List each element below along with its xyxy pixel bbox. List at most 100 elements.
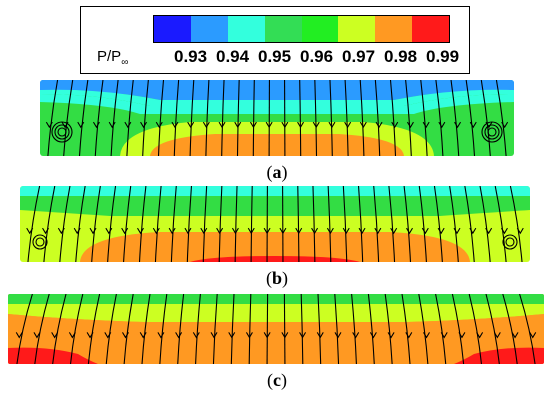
streamline-arrow: [390, 227, 398, 235]
streamline: [75, 186, 86, 262]
streamline-arrow: [440, 332, 448, 339]
streamline: [509, 186, 523, 262]
streamline-arrow: [249, 121, 257, 129]
streamline: [389, 80, 397, 156]
streamline: [230, 294, 235, 364]
streamline-arrow: [493, 332, 501, 339]
streamline: [248, 294, 252, 364]
streamline-arrow: [155, 121, 163, 129]
streamline: [110, 80, 119, 156]
streamline: [43, 186, 56, 262]
streamline: [283, 294, 286, 364]
streamline: [170, 186, 177, 262]
streamline: [435, 294, 447, 364]
legend-swatch: [301, 16, 339, 42]
streamline-arrow: [511, 332, 519, 339]
streamline-arrow: [228, 332, 236, 339]
streamline: [189, 80, 195, 156]
streamline: [63, 80, 74, 156]
streamline: [502, 294, 518, 364]
legend-swatch: [338, 16, 376, 42]
streamline-arrow: [68, 332, 76, 339]
streamline: [479, 186, 491, 262]
streamline: [107, 186, 117, 262]
legend-value: 0.95: [258, 47, 292, 66]
streamline-arrow: [218, 121, 226, 129]
legend-value: 0.93: [174, 47, 208, 66]
streamline-arrow: [369, 332, 377, 339]
streamline-arrow: [45, 121, 53, 129]
streamline-arrow: [453, 227, 461, 235]
streamline-arrow: [501, 121, 509, 129]
streamline: [252, 80, 255, 156]
streamline-arrow: [86, 332, 94, 339]
legend-values: 0.93 0.94 0.95 0.96 0.97 0.98 0.99: [174, 47, 468, 67]
legend-swatch: [227, 16, 265, 42]
streamline: [221, 80, 225, 156]
legend-title: P/P∞: [97, 48, 129, 68]
streamline: [236, 80, 240, 156]
streamline: [342, 186, 348, 262]
streamline: [218, 186, 223, 262]
streamline: [494, 186, 507, 262]
streamline: [314, 80, 318, 156]
streamline-arrow: [406, 121, 414, 129]
streamline-arrow: [137, 227, 144, 235]
streamline-arrow: [157, 332, 165, 339]
streamline-arrow: [469, 227, 477, 235]
streamline: [123, 294, 134, 364]
streamline-arrow: [458, 332, 466, 339]
streamline: [418, 294, 429, 364]
streamline-arrow: [139, 332, 147, 339]
panel-a-caption: (a): [266, 162, 288, 182]
streamline-arrow: [42, 227, 50, 235]
streamline-arrow: [516, 227, 524, 235]
streamline-arrow: [57, 227, 65, 235]
streamline: [173, 80, 180, 156]
streamline: [299, 80, 302, 156]
streamline-arrow: [171, 121, 179, 129]
streamline-arrow: [279, 227, 287, 235]
legend-swatch: [375, 16, 413, 42]
streamline-arrow: [140, 121, 148, 129]
streamline-arrow: [344, 121, 352, 129]
streamline: [195, 294, 201, 364]
streamline-arrow: [231, 227, 239, 235]
streamline: [34, 294, 50, 364]
streamline: [329, 80, 333, 156]
streamline: [351, 294, 357, 364]
streamline-arrow: [281, 121, 289, 129]
streamline: [519, 294, 536, 364]
streamline: [317, 294, 322, 364]
streamline: [357, 186, 364, 262]
streamline: [300, 294, 304, 364]
streamline: [250, 186, 253, 262]
streamline-arrow: [529, 332, 537, 339]
streamline: [480, 80, 491, 156]
streamline-arrow: [187, 121, 195, 129]
streamline: [16, 294, 33, 364]
streamline: [59, 186, 71, 262]
panel-b-caption: (b): [265, 268, 288, 288]
streamline-arrow: [33, 332, 41, 339]
streamline: [450, 80, 460, 156]
streamline: [138, 186, 147, 262]
streamline: [388, 186, 396, 262]
streamline-arrow: [77, 121, 85, 129]
streamline: [401, 294, 411, 364]
streamline: [27, 186, 41, 262]
streamline-arrow: [73, 227, 81, 235]
streamline-arrow: [476, 332, 484, 339]
streamline: [367, 294, 375, 364]
streamline-arrow: [265, 121, 273, 129]
streamline: [495, 80, 507, 156]
streamline-arrow: [312, 121, 320, 129]
legend-swatch: [154, 16, 191, 42]
streamline-arrow: [152, 227, 160, 235]
streamline-arrow: [245, 332, 253, 339]
streamline: [105, 294, 117, 364]
streamline-arrow: [334, 332, 342, 339]
panel-c-contour: [8, 294, 544, 364]
streamline: [47, 80, 59, 156]
streamline-arrow: [202, 121, 210, 129]
